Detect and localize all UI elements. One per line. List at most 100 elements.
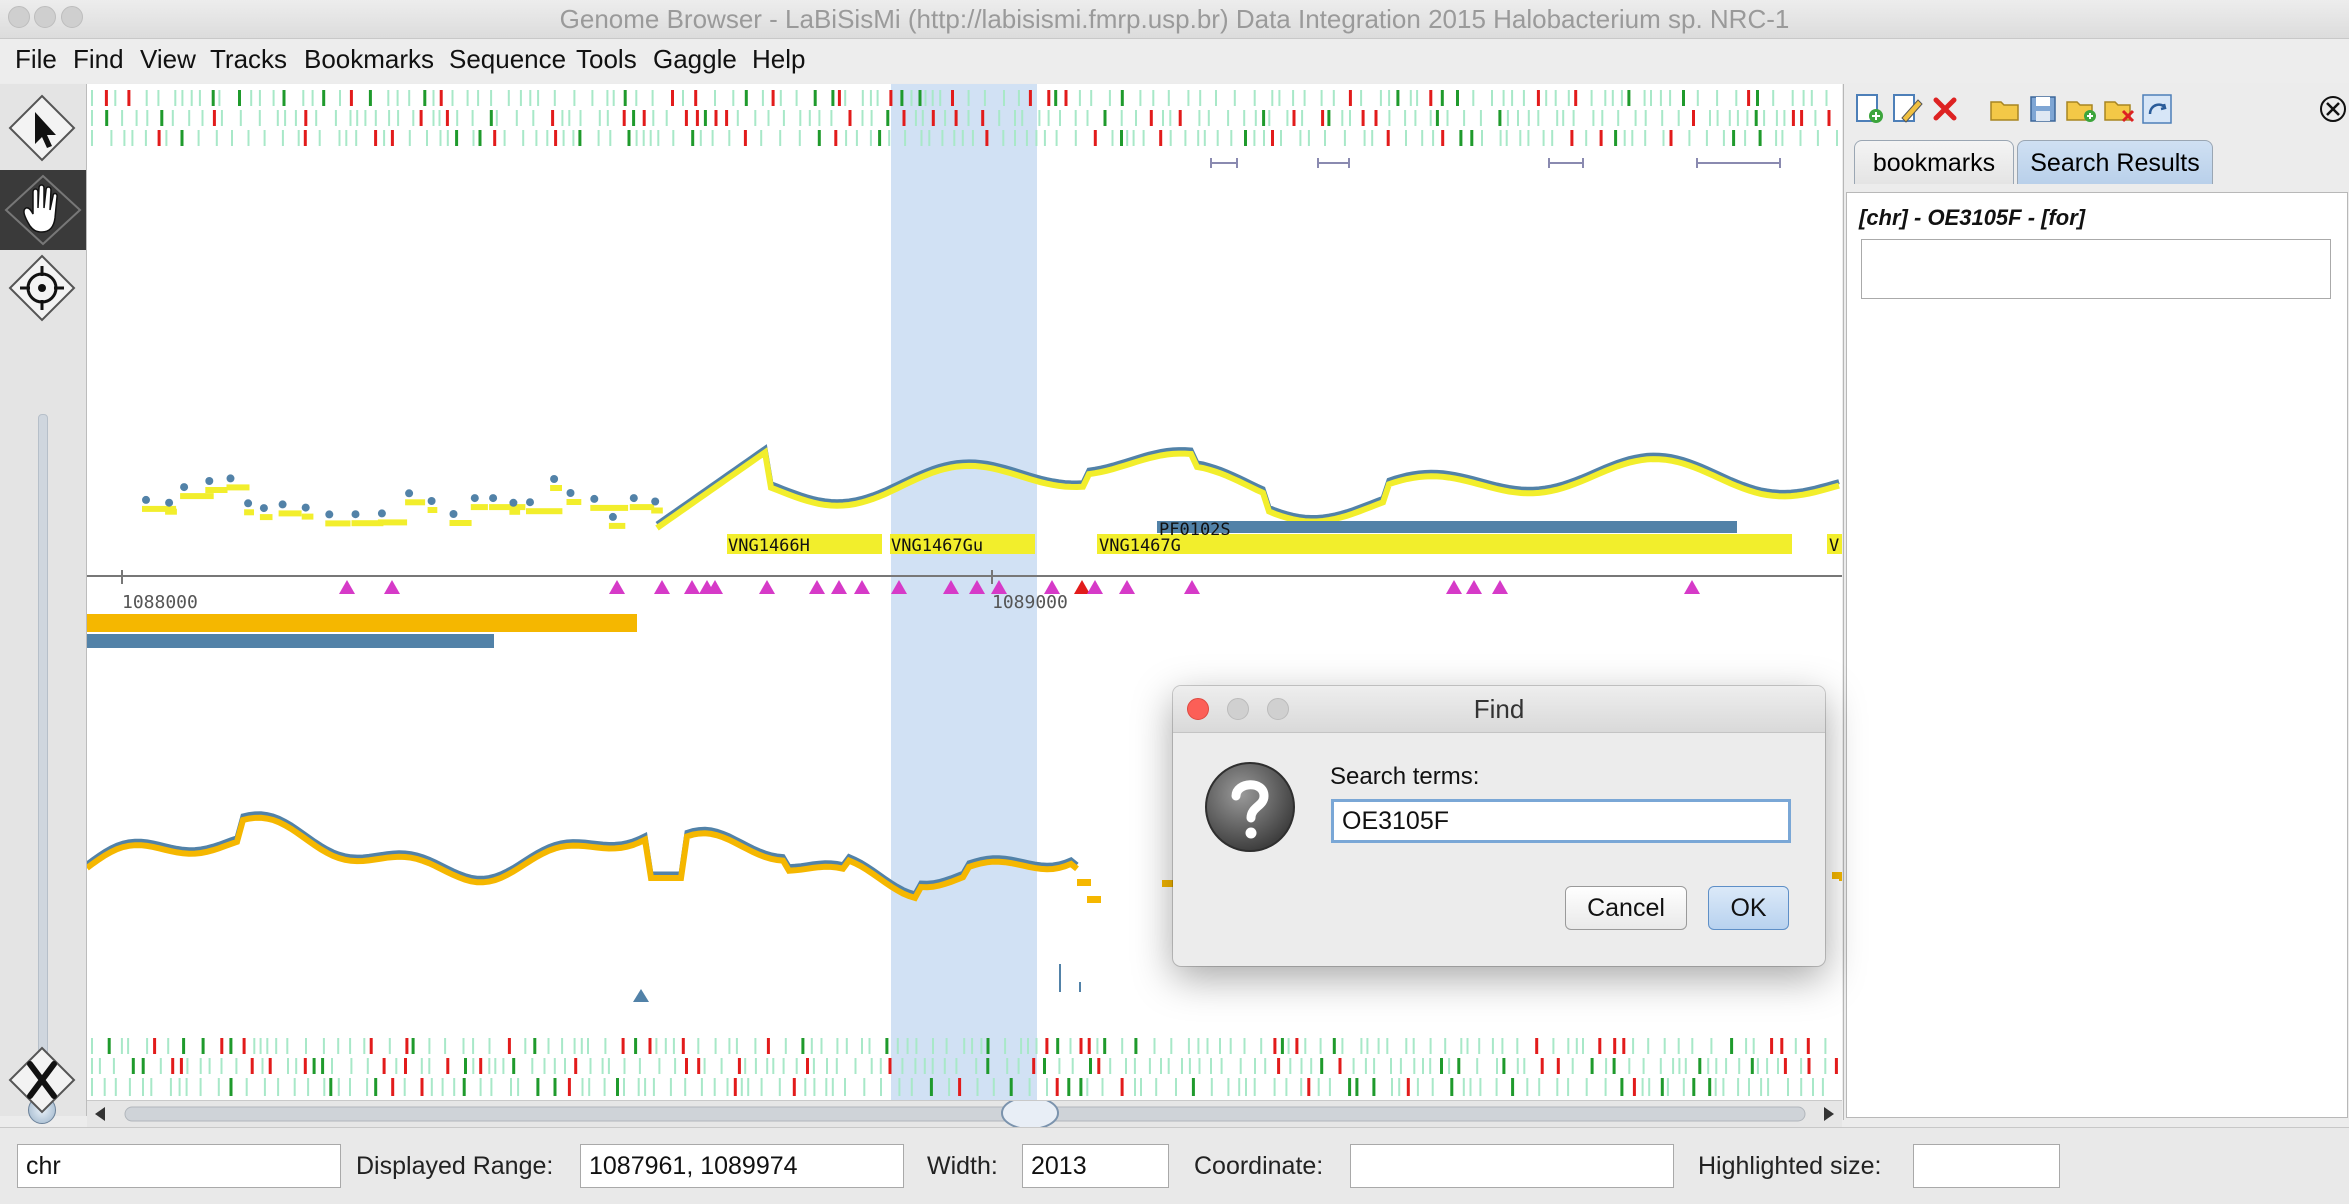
- tick-mark: [1572, 110, 1575, 126]
- sync-bookmarks-button[interactable]: [2140, 92, 2174, 126]
- tick-mark: [813, 1078, 816, 1096]
- menu-gaggle[interactable]: Gaggle: [653, 44, 737, 74]
- new-bookmark-button[interactable]: [1852, 92, 1886, 126]
- tick-mark: [870, 1058, 873, 1074]
- tick-mark: [923, 1058, 926, 1074]
- tick-mark: [1227, 110, 1230, 126]
- signal-point: [301, 503, 310, 512]
- tick-mark: [580, 1038, 583, 1054]
- tick-mark: [1834, 1058, 1838, 1074]
- menu-tools[interactable]: Tools: [576, 44, 637, 74]
- dialog-close-button[interactable]: [1187, 698, 1209, 720]
- chromosome-field[interactable]: chr: [17, 1144, 341, 1188]
- tick-mark: [798, 130, 801, 146]
- save-bookmarks-button[interactable]: [2026, 92, 2060, 126]
- tab-search-results[interactable]: Search Results: [2017, 140, 2213, 184]
- menu-view[interactable]: View: [140, 44, 196, 74]
- tick-mark: [107, 1038, 111, 1054]
- tick-mark: [495, 110, 498, 126]
- tick-mark: [1310, 1058, 1313, 1074]
- dialog-zoom-button[interactable]: [1267, 698, 1289, 720]
- tick-mark: [304, 110, 308, 126]
- horizontal-scrollbar[interactable]: [87, 1096, 1842, 1130]
- tick-mark: [1079, 1038, 1083, 1054]
- edit-bookmark-button[interactable]: [1890, 92, 1924, 126]
- tick-mark: [1304, 1038, 1307, 1054]
- tick-mark: [901, 1058, 904, 1074]
- tool-palette: [0, 84, 87, 1124]
- motif-triangle: [831, 580, 847, 594]
- tick-mark: [1470, 130, 1474, 146]
- motif-triangle: [384, 580, 400, 594]
- tick-mark: [900, 90, 904, 106]
- tick-mark: [553, 1058, 556, 1074]
- tick-mark: [657, 130, 660, 146]
- tab-bookmarks[interactable]: bookmarks: [1854, 140, 2014, 184]
- tick-mark: [1506, 110, 1509, 126]
- window-close-button[interactable]: [8, 6, 30, 28]
- tick-mark: [259, 1038, 262, 1054]
- tick-mark: [896, 1038, 899, 1054]
- window-minimize-button[interactable]: [34, 6, 56, 28]
- search-result-title[interactable]: [chr] - OE3105F - [for]: [1859, 205, 2086, 230]
- tick-mark: [512, 1058, 516, 1074]
- coordinate-field[interactable]: [1350, 1144, 1674, 1188]
- motif-triangle: [854, 580, 870, 594]
- dialog-minimize-button[interactable]: [1227, 698, 1249, 720]
- motif-triangle: [609, 580, 625, 594]
- tick-mark: [1169, 110, 1172, 126]
- tick-mark: [1648, 1078, 1651, 1096]
- select-tool-button[interactable]: [6, 92, 78, 164]
- signal-fragment: [427, 507, 438, 513]
- menu-tracks[interactable]: Tracks: [210, 44, 288, 74]
- signal-fragment: [651, 507, 663, 514]
- tick-mark: [945, 1038, 948, 1054]
- tick-mark: [287, 1058, 289, 1074]
- tick-mark: [1736, 110, 1739, 126]
- search-result-detail-box[interactable]: [1861, 239, 2331, 299]
- window-zoom-button[interactable]: [61, 6, 83, 28]
- gene-bar-vng1467g: [1097, 534, 1792, 554]
- tick-mark: [597, 130, 600, 146]
- crosshair-tool-button[interactable]: [6, 252, 78, 324]
- add-folder-button[interactable]: [2064, 92, 2098, 126]
- open-bookmarks-button[interactable]: [1988, 92, 2022, 126]
- pan-tool-button[interactable]: [0, 170, 86, 250]
- tick-mark: [114, 1078, 117, 1096]
- tick-mark: [658, 1058, 661, 1074]
- ok-button[interactable]: OK: [1708, 886, 1789, 930]
- menu-bookmarks[interactable]: Bookmarks: [304, 44, 435, 74]
- tick-mark: [573, 90, 576, 106]
- tick-mark: [1696, 90, 1699, 106]
- tick-mark: [616, 1078, 619, 1096]
- tick-mark: [123, 130, 126, 146]
- tick-mark: [910, 1078, 913, 1096]
- zoom-slider-track[interactable]: [38, 414, 48, 1116]
- tick-mark: [806, 1058, 809, 1074]
- tick-mark: [761, 90, 764, 106]
- genome-tracks-canvas[interactable]: VNG1466H VNG1467Gu VNG1467G PF0102S V 10…: [87, 84, 1842, 1100]
- tick-mark: [1006, 1058, 1009, 1074]
- sync-icon: [2142, 94, 2172, 124]
- zoom-fit-button[interactable]: [6, 1044, 78, 1116]
- status-bar: chr Displayed Range: 1087961, 1089974 Wi…: [0, 1127, 2349, 1204]
- tick-mark: [1599, 130, 1603, 146]
- tick-mark: [1278, 90, 1281, 106]
- cancel-button[interactable]: Cancel: [1565, 886, 1687, 930]
- gene-bar-v: [1827, 534, 1842, 554]
- tick-mark: [510, 1078, 512, 1096]
- search-terms-input[interactable]: [1331, 799, 1791, 843]
- displayed-range-field[interactable]: 1087961, 1089974: [580, 1144, 904, 1188]
- close-panel-button[interactable]: [2316, 92, 2349, 126]
- menu-find[interactable]: Find: [73, 44, 124, 74]
- tick-mark: [1349, 110, 1351, 126]
- menu-file[interactable]: File: [15, 44, 57, 74]
- menu-sequence[interactable]: Sequence: [449, 44, 567, 74]
- tick-mark: [1152, 90, 1155, 106]
- remove-folder-button[interactable]: [2102, 92, 2136, 126]
- tick-mark: [145, 90, 148, 106]
- width-field[interactable]: 2013: [1022, 1144, 1169, 1188]
- menu-help[interactable]: Help: [752, 44, 806, 74]
- delete-bookmark-button[interactable]: [1928, 92, 1962, 126]
- highlighted-size-field[interactable]: [1913, 1144, 2060, 1188]
